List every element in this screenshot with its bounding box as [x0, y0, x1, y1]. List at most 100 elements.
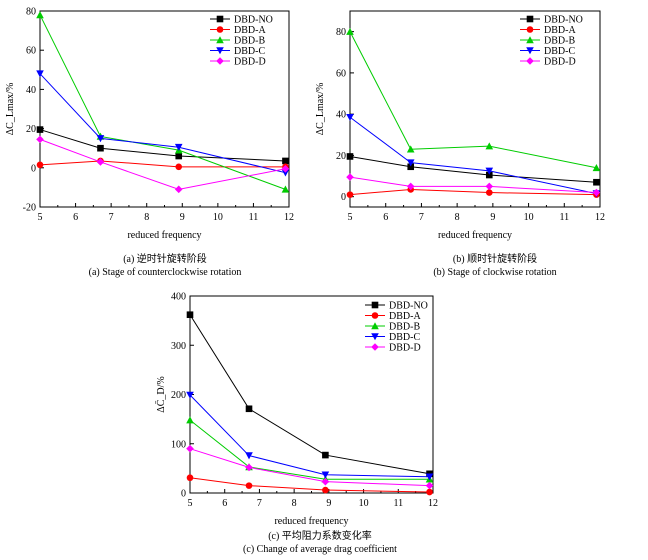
chart-c-series-4-point: [425, 481, 434, 490]
chart-a-series-4-point: [36, 135, 44, 144]
chart-c-legend-marker: [371, 333, 379, 341]
chart-a-series-0-point: [36, 126, 44, 133]
chart-a-series-0-point: [97, 144, 104, 152]
chart-a-x-tick-label: 10: [213, 212, 223, 223]
chart-a-x-tick-label: 7: [109, 212, 114, 223]
chart-a-legend-label: DBD-C: [234, 46, 265, 57]
chart-b-series-2-point: [406, 145, 415, 153]
chart-b-legend-label: DBD-A: [544, 25, 576, 36]
chart-b-legend-marker: [526, 47, 534, 55]
chart-b-x-tick-label: 8: [455, 212, 460, 223]
chart-a-series-2-point: [281, 185, 290, 193]
chart-b-series-2-point: [592, 164, 601, 172]
chart-b-legend-label: DBD-D: [544, 57, 576, 68]
chart-a-series-2-point: [36, 11, 44, 19]
chart-a-y-tick-label: 80: [26, 7, 36, 18]
chart-c-legend-marker: [371, 301, 379, 309]
chart-c-legend-label: DBD-NO: [389, 301, 428, 312]
caption-c: (c) 平均阻力系数变化率 (c) Change of average drag…: [150, 530, 490, 556]
chart-b-series-0-line: [349, 155, 597, 183]
caption-a: (a) 逆时针旋转阶段 (a) Stage of counterclockwis…: [20, 253, 310, 279]
chart-a-series-4-point: [174, 185, 183, 194]
chart-c-x-tick-label: 8: [292, 498, 297, 509]
chart-a-series-3-line: [39, 73, 286, 174]
chart-b-legend-marker: [526, 26, 534, 33]
chart-b-y-tick-label: 40: [336, 110, 346, 121]
chart-c-legend-label: DBD-A: [389, 311, 421, 322]
chart-b-series-0-point: [346, 153, 354, 160]
chart-c-legend-marker: [371, 343, 379, 351]
chart-c-series-4-point: [186, 444, 194, 453]
chart-a-legend-marker: [216, 57, 224, 65]
chart-a-x-tick-label: 8: [144, 212, 149, 223]
chart-b-legend-label: DBD-NO: [544, 15, 583, 26]
caption-c-zh: (c) 平均阻力系数变化率: [268, 531, 372, 542]
chart-c-series-1-point: [245, 482, 253, 489]
chart-c-series-4-line: [189, 448, 430, 487]
chart-b-legend-marker: [526, 57, 534, 65]
chart-a-x-tick-label: 12: [284, 212, 294, 223]
chart-c-y-axis-label: ΔC̄_D/%: [155, 376, 167, 412]
chart-b-svg: 5 6 7 8 9 10 11 12 0 20 40 60 80 reduced frequency ΔC_…: [315, 10, 605, 241]
chart-a-series-1-line: [39, 160, 286, 168]
chart-b-series-4-line: [349, 176, 597, 194]
chart-b-y-tick-label: 60: [336, 68, 346, 79]
chart-a-series-0-point: [175, 152, 183, 160]
chart-c-series-2-line: [189, 419, 430, 480]
chart-a-series-3-point: [281, 169, 290, 177]
chart-a-legend-label: DBD-B: [234, 36, 265, 47]
chart-a-svg: 5 6 7 8 9 10 11 12 -20 0 20 40 60 80 reduced frequency…: [5, 7, 294, 242]
chart-c-series-0-point: [186, 311, 194, 319]
chart-a-y-tick-label: 60: [26, 46, 36, 57]
chart-b-y-axis-label: ΔC_Lmax/%: [315, 83, 326, 136]
chart-a-series-0-line: [39, 129, 286, 162]
chart-a-legend-marker: [216, 26, 224, 33]
chart-a-x-axis-label: reduced frequency: [127, 230, 201, 241]
chart-a-x-tick-label: 6: [73, 212, 78, 223]
chart-c-series-1-point: [186, 474, 194, 482]
chart-c-y-tick-label: 300: [171, 341, 186, 352]
chart-b-y-tick-label: 0: [341, 192, 346, 203]
chart-a-y-axis-label: ΔC_Lmax/%: [5, 83, 16, 136]
chart-c-x-axis-label: reduced frequency: [274, 516, 348, 527]
chart-b-legend-marker: [526, 36, 534, 44]
chart-c-series-3-line: [189, 394, 430, 478]
caption-c-en: (c) Change of average drag coefficient: [243, 544, 397, 555]
chart-b-legend-marker: [526, 15, 534, 23]
chart-a-series-0-point: [282, 157, 289, 165]
chart-a-legend-marker: [216, 47, 224, 55]
caption-b-en: (b) Stage of clockwise rotation: [433, 267, 557, 278]
chart-c-legend-label: DBD-B: [389, 322, 420, 333]
chart-b-x-tick-label: 11: [559, 212, 569, 223]
chart-c-legend-label: DBD-C: [389, 332, 420, 343]
chart-a-y-tick-label: 40: [26, 85, 36, 96]
caption-a-en: (a) Stage of counterclockwise rotation: [88, 267, 242, 278]
chart-c-series-0-point: [322, 451, 329, 459]
chart-a-series-4-point: [281, 164, 290, 173]
chart-b-series-3-point: [406, 159, 415, 167]
chart-b-series-3-line: [349, 116, 597, 195]
chart-c-series-2-point: [186, 416, 194, 424]
chart-b-series-2-point: [485, 142, 494, 150]
chart-a-legend-marker: [216, 36, 224, 44]
chart-a-x-tick-label: 5: [38, 212, 43, 223]
chart-c-series-0-point: [245, 405, 253, 413]
chart-c-legend-label: DBD-D: [389, 343, 421, 354]
chart-c-series-3-point: [245, 452, 253, 460]
chart-c-svg: 5 6 7 8 9 10 11 12 0 100 200 300 400 reduced frequenc…: [155, 292, 438, 528]
chart-a-legend-label: DBD-A: [234, 25, 266, 36]
chart-c-x-tick-label: 5: [188, 498, 193, 509]
chart-b-series-0-point: [593, 178, 600, 186]
caption-b-zh: (b) 顺时针旋转阶段: [452, 254, 538, 265]
chart-c-x-tick-label: 12: [428, 498, 438, 509]
chart-b-series-1-line: [349, 188, 597, 196]
chart-a-legend-label: DBD-NO: [234, 15, 273, 26]
chart-b-series-4-point: [406, 182, 415, 191]
chart-panel-b: 5 6 7 8 9 10 11 12 0 20 40 60 80 reduced frequency ΔC_…: [305, 0, 648, 250]
chart-a-series-1-point: [175, 163, 183, 171]
chart-c-x-tick-label: 9: [326, 498, 331, 509]
chart-a-y-tick-label: 20: [26, 124, 36, 135]
chart-b-x-tick-label: 10: [524, 212, 534, 223]
chart-c-series-4-point: [245, 463, 253, 472]
chart-a-series-4-point: [96, 158, 105, 166]
